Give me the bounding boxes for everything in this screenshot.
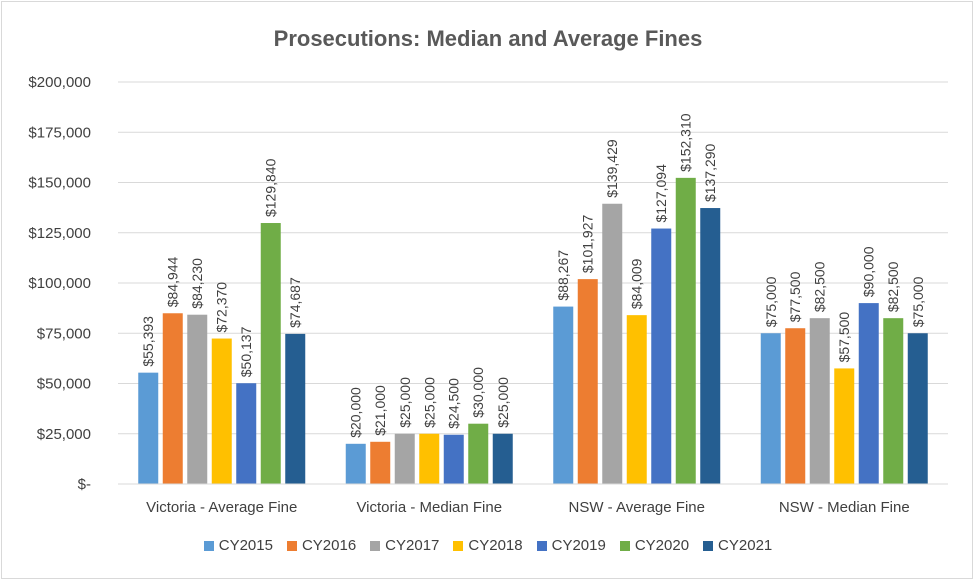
bar [492,433,513,484]
data-label: $88,267 [555,250,571,301]
data-label: $152,310 [678,113,694,172]
y-tick-label: $75,000 [37,325,91,342]
legend-swatch [536,540,547,551]
bar [236,383,257,484]
bar [651,228,672,484]
bar [858,303,879,484]
data-label: $90,000 [861,246,877,297]
data-label: $139,429 [604,139,620,198]
bar [760,333,781,484]
bar [162,313,183,484]
y-tick-label: $- [78,476,91,493]
y-tick-label: $150,000 [28,175,91,192]
bar [675,177,696,484]
bar [577,279,598,484]
legend-swatch [453,540,464,551]
data-label: $20,000 [348,387,364,438]
bar [468,423,489,484]
data-label: $84,944 [165,256,181,307]
data-label: $127,094 [653,164,669,223]
legend-item: CY2015 [203,537,273,554]
legend-label: CY2019 [551,537,606,554]
data-label: $25,000 [495,377,511,428]
data-label: $82,500 [812,261,828,312]
x-category-label: NSW - Median Fine [779,499,910,516]
data-label: $50,137 [238,326,254,377]
bar [138,372,159,484]
data-label: $21,000 [372,385,388,436]
y-tick-label: $125,000 [28,225,91,242]
legend-label: CY2015 [218,537,273,554]
data-label: $25,000 [397,377,413,428]
legend-item: CY2020 [619,537,690,554]
data-label: $57,500 [836,312,852,363]
data-label: $101,927 [580,215,596,274]
legend-item: CY2016 [286,537,357,554]
bar [834,368,855,484]
data-label: $75,000 [763,276,779,327]
data-label: $77,500 [787,271,803,322]
data-label: $24,500 [446,378,462,429]
y-tick-label: $175,000 [28,124,91,141]
bar [907,333,928,484]
bar [443,434,464,484]
chart-title: Prosecutions: Median and Average Fines [273,26,703,51]
data-label: $74,687 [287,277,303,328]
legend-label: CY2021 [718,537,773,554]
legend-label: CY2020 [634,537,690,554]
y-tick-label: $25,000 [37,426,91,443]
legend-swatch [370,540,381,551]
data-label: $25,000 [421,377,437,428]
bar [626,315,647,484]
data-label: $30,000 [470,367,486,418]
data-label: $84,230 [189,258,205,309]
chart-legend: CY2015 CY2016 CY2017 CY2018 CY2019 CY2020 CY20… [0,537,976,554]
data-label: $84,009 [629,258,645,309]
legend-swatch [286,540,297,551]
y-tick-label: $100,000 [28,275,91,292]
bar [553,306,574,484]
data-label: $72,370 [214,282,230,333]
bar [809,318,830,484]
bar [883,318,904,484]
legend-label: CY2018 [468,537,523,554]
data-label: $75,000 [910,276,926,327]
y-tick-label: $50,000 [37,376,91,393]
bar [419,433,440,484]
bar [370,441,391,484]
bar [602,203,623,484]
legend-label: CY2017 [385,537,440,554]
bar [345,443,366,484]
bar [394,433,415,484]
legend-swatch [203,540,214,551]
legend-item: CY2018 [453,537,523,554]
x-category-label: NSW - Average Fine [569,499,705,516]
legend-item: CY2021 [703,537,772,554]
data-label: $137,290 [702,143,718,202]
bar [211,338,232,484]
data-label: $55,393 [140,316,156,367]
bar [700,208,721,484]
legend-swatch [703,540,714,551]
data-label: $129,840 [263,158,279,217]
x-category-label: Victoria - Median Fine [356,499,502,516]
bar [785,328,806,484]
bar [187,314,208,484]
x-category-label: Victoria - Average Fine [146,499,297,516]
bar [260,223,281,484]
legend-swatch [619,540,630,551]
legend-item: CY2019 [536,537,606,554]
legend-label: CY2016 [301,537,357,554]
bar [285,333,306,484]
data-label: $82,500 [885,261,901,312]
legend-item: CY2017 [370,537,439,554]
y-tick-label: $200,000 [28,74,91,91]
